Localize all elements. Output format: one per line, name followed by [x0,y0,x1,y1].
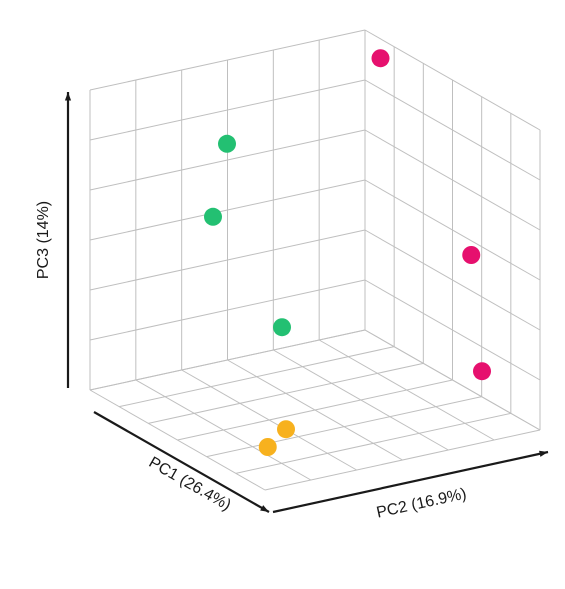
point-group-green [204,208,222,226]
point-group-magenta [372,49,390,67]
point-group-magenta [473,362,491,380]
pca-3d-scatter: PC1 (26.4%) PC2 (16.9%) PC3 (14%) [0,0,565,589]
axis-label-pc2: PC2 (16.9%) [375,486,468,522]
point-group-magenta [462,246,480,264]
point-group-green [218,135,236,153]
axis-label-pc3: PC3 (14%) [35,201,52,279]
point-group-yellow [259,438,277,456]
point-group-yellow [277,420,295,438]
point-group-green [273,318,291,336]
